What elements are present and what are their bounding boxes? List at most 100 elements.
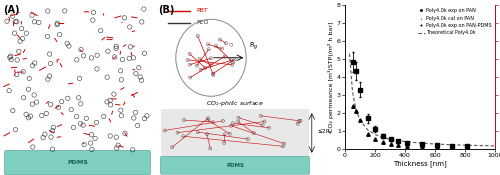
Point xyxy=(46,103,54,106)
Point xyxy=(28,64,36,67)
Text: PEO: PEO xyxy=(196,20,209,25)
Point xyxy=(106,99,114,102)
Point xyxy=(22,113,30,116)
Point xyxy=(104,50,112,53)
Point xyxy=(20,96,28,99)
Point xyxy=(20,70,28,73)
Point xyxy=(92,121,100,124)
Point xyxy=(24,88,32,91)
Point xyxy=(140,52,148,55)
Point xyxy=(42,112,50,115)
Point xyxy=(134,124,141,127)
Point xyxy=(136,76,144,78)
Point xyxy=(91,137,99,140)
Point xyxy=(121,132,129,135)
Point xyxy=(196,58,203,60)
Point xyxy=(180,119,188,121)
Point xyxy=(26,115,34,118)
Point xyxy=(18,27,25,30)
Point xyxy=(196,68,204,71)
Point xyxy=(64,97,72,100)
Point xyxy=(6,55,14,58)
Point xyxy=(161,129,169,132)
Point xyxy=(80,143,88,146)
Text: PDMS: PDMS xyxy=(226,163,244,168)
Point xyxy=(6,56,14,59)
Point xyxy=(35,21,43,24)
Point xyxy=(204,48,212,51)
Point xyxy=(110,93,118,96)
Point xyxy=(280,142,288,145)
Text: ≤2R$_g$: ≤2R$_g$ xyxy=(316,128,333,138)
Point xyxy=(132,111,140,114)
Point xyxy=(88,57,96,59)
Point xyxy=(86,142,94,145)
Point xyxy=(257,114,265,117)
Point xyxy=(47,136,55,138)
Point xyxy=(294,122,302,125)
Point xyxy=(112,45,120,48)
Point xyxy=(46,62,54,65)
Point xyxy=(30,62,38,64)
Point xyxy=(227,124,235,127)
Text: R$_g$: R$_g$ xyxy=(250,41,259,52)
Point xyxy=(209,72,217,75)
Point xyxy=(9,109,17,112)
FancyBboxPatch shape xyxy=(162,108,308,158)
Point xyxy=(106,135,114,137)
Point xyxy=(203,133,211,135)
Point xyxy=(22,32,30,35)
Point xyxy=(229,61,237,64)
Point xyxy=(126,57,134,60)
Point xyxy=(258,124,266,127)
Point xyxy=(230,58,238,61)
Point xyxy=(210,74,218,76)
Point xyxy=(74,96,82,99)
Point xyxy=(63,42,71,45)
Point xyxy=(194,34,202,37)
Point xyxy=(93,68,101,70)
Point xyxy=(50,126,58,129)
Point xyxy=(204,117,212,120)
Point xyxy=(135,66,143,69)
Text: PBT: PBT xyxy=(196,8,208,13)
Point xyxy=(103,100,111,103)
Y-axis label: CO₂ permeance [m³(STP)/m² h bar]: CO₂ permeance [m³(STP)/m² h bar] xyxy=(328,22,334,132)
Point xyxy=(228,63,236,66)
Point xyxy=(204,119,212,122)
Point xyxy=(72,115,80,118)
FancyBboxPatch shape xyxy=(160,157,310,174)
Point xyxy=(41,133,49,136)
Point xyxy=(15,50,23,53)
Point xyxy=(179,135,187,138)
Point xyxy=(220,133,228,136)
Point xyxy=(206,147,214,150)
Point xyxy=(79,124,87,127)
Point xyxy=(10,32,18,34)
Point xyxy=(221,55,229,58)
Point xyxy=(118,114,126,117)
Point xyxy=(209,121,217,124)
Point xyxy=(186,63,194,66)
Point xyxy=(12,128,20,131)
Point xyxy=(244,138,252,141)
Point xyxy=(58,100,66,103)
Point xyxy=(13,73,21,76)
Point xyxy=(126,46,134,48)
Point xyxy=(229,122,237,125)
Point xyxy=(227,43,235,46)
Point xyxy=(128,148,136,151)
Point xyxy=(30,94,38,96)
Point xyxy=(130,117,138,119)
Point xyxy=(67,108,75,111)
Point xyxy=(112,47,120,50)
Point xyxy=(234,116,242,119)
Point xyxy=(220,142,228,144)
Point xyxy=(3,20,11,23)
Point xyxy=(138,20,146,23)
Text: PDMS: PDMS xyxy=(67,160,88,165)
Point xyxy=(140,117,148,120)
Point xyxy=(8,15,16,18)
Point xyxy=(28,103,36,106)
Point xyxy=(207,64,215,66)
